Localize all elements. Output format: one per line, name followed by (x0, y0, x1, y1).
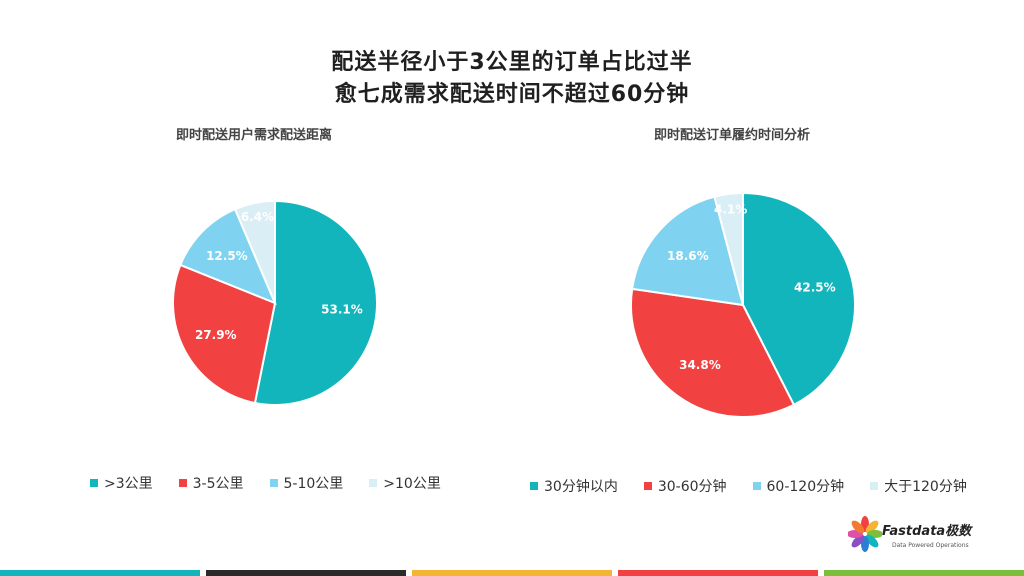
chart2-slice-2 (630, 287, 796, 418)
chart1-data-label-2: 27.9% (195, 328, 237, 342)
chart1-data-label-4: 6.4% (241, 210, 274, 224)
chart1-slice-1 (253, 199, 378, 406)
logo-name: Fastdata极数 (882, 524, 972, 539)
fastdata-logo: Fastdata极数 Data Powered Operations (847, 512, 998, 562)
chart2-data-label-3: 18.6% (667, 249, 709, 263)
chart2-data-label-2: 34.8% (679, 358, 721, 372)
chart2-legend: 30分钟以内 30-60分钟 60-120分钟 大于120分钟 (530, 476, 993, 496)
chart1-legend-item-3: 5-10公里 (269, 473, 344, 493)
chart2-legend-swatch-2 (643, 482, 652, 490)
chart2-legend-item-4: 大于120分钟 (870, 476, 967, 496)
chart1-slice-4 (233, 199, 276, 304)
chart2-slice-3 (631, 195, 745, 307)
chart2-legend-item-1: 30分钟以内 (530, 476, 618, 496)
chart2-data-label-1: 42.5% (794, 281, 836, 295)
chart2-legend-swatch-4 (870, 482, 879, 490)
chart1-legend-swatch-2 (178, 479, 187, 487)
main-title-line2: 愈七成需求配送时间不超过60分钟 (334, 82, 690, 107)
bottom-bar-segment-2 (206, 570, 406, 576)
bottom-bar-segment-1 (0, 570, 200, 576)
bottom-bar-segment-3 (412, 570, 612, 576)
chart1-data-label-1: 53.1% (321, 303, 363, 317)
chart1-legend-label-2: 3-5公里 (192, 476, 244, 492)
chart1-slice-2 (172, 263, 277, 405)
chart2-legend-label-2: 30-60分钟 (657, 479, 727, 495)
chart1-legend-swatch-3 (269, 479, 278, 487)
chart2-legend-label-3: 60-120分钟 (766, 479, 845, 495)
chart1-legend-swatch-1 (90, 479, 98, 487)
chart1-legend-item-2: 3-5公里 (178, 473, 244, 493)
bottom-bar-segment-5 (824, 570, 1024, 576)
chart1-legend-label-4: >10公里 (383, 476, 441, 492)
chart1-legend-item-1: >3公里 (90, 473, 153, 493)
logo-tagline: Data Powered Operations (892, 542, 969, 549)
chart2-legend-swatch-1 (530, 482, 538, 490)
chart2-data-label-4: 4.1% (714, 202, 747, 216)
chart1-legend-label-3: 5-10公里 (283, 476, 344, 492)
bottom-bar-segment-4 (618, 570, 818, 576)
chart2-slice-1 (742, 191, 856, 407)
chart2-legend-item-2: 30-60分钟 (643, 476, 727, 496)
chart2-legend-label-4: 大于120分钟 (884, 479, 967, 495)
chart2-legend-label-1: 30分钟以内 (544, 479, 618, 495)
chart1-legend: >3公里 3-5公里 5-10公里 >10公里 (90, 473, 467, 493)
bottom-color-bar (0, 570, 1024, 576)
chart1-legend-label-1: >3公里 (104, 476, 153, 492)
chart1-title: 即时配送用户需求配送距离 (176, 128, 333, 143)
chart1-data-label-3: 12.5% (206, 249, 248, 263)
chart1-legend-item-4: >10公里 (369, 473, 441, 493)
chart1-legend-swatch-4 (369, 479, 378, 487)
chart2-slice-4 (713, 191, 744, 306)
chart2-legend-swatch-3 (752, 482, 761, 490)
main-title-line1: 配送半径小于3公里的订单占比过半 (331, 50, 693, 75)
chart2-title: 即时配送订单履约时间分析 (654, 128, 811, 143)
chart1-slice-3 (179, 207, 277, 305)
chart2-legend-item-3: 60-120分钟 (752, 476, 845, 496)
flower-logo-icon (847, 516, 883, 552)
